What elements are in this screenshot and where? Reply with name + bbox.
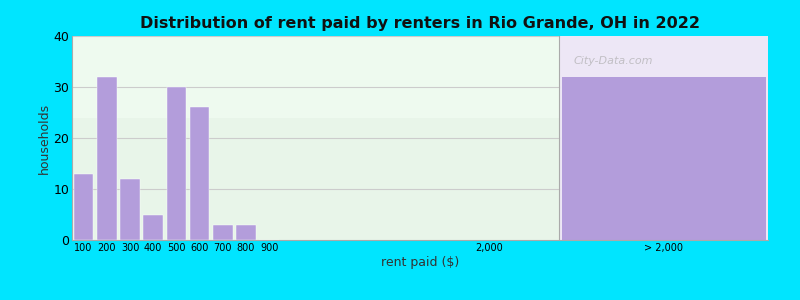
Bar — [143, 214, 163, 240]
Title: Distribution of rent paid by renters in Rio Grande, OH in 2022: Distribution of rent paid by renters in … — [140, 16, 700, 31]
Bar — [562, 77, 766, 240]
Bar — [72, 36, 559, 240]
Text: City-Data.com: City-Data.com — [573, 56, 653, 66]
Bar — [120, 179, 140, 240]
Bar — [559, 36, 768, 240]
Bar — [236, 225, 256, 240]
Y-axis label: households: households — [38, 102, 50, 174]
Bar — [97, 77, 117, 240]
Bar — [74, 174, 94, 240]
X-axis label: rent paid ($): rent paid ($) — [381, 256, 459, 268]
Bar — [213, 225, 233, 240]
Bar — [166, 87, 186, 240]
Bar — [190, 107, 210, 240]
Bar — [72, 36, 559, 118]
